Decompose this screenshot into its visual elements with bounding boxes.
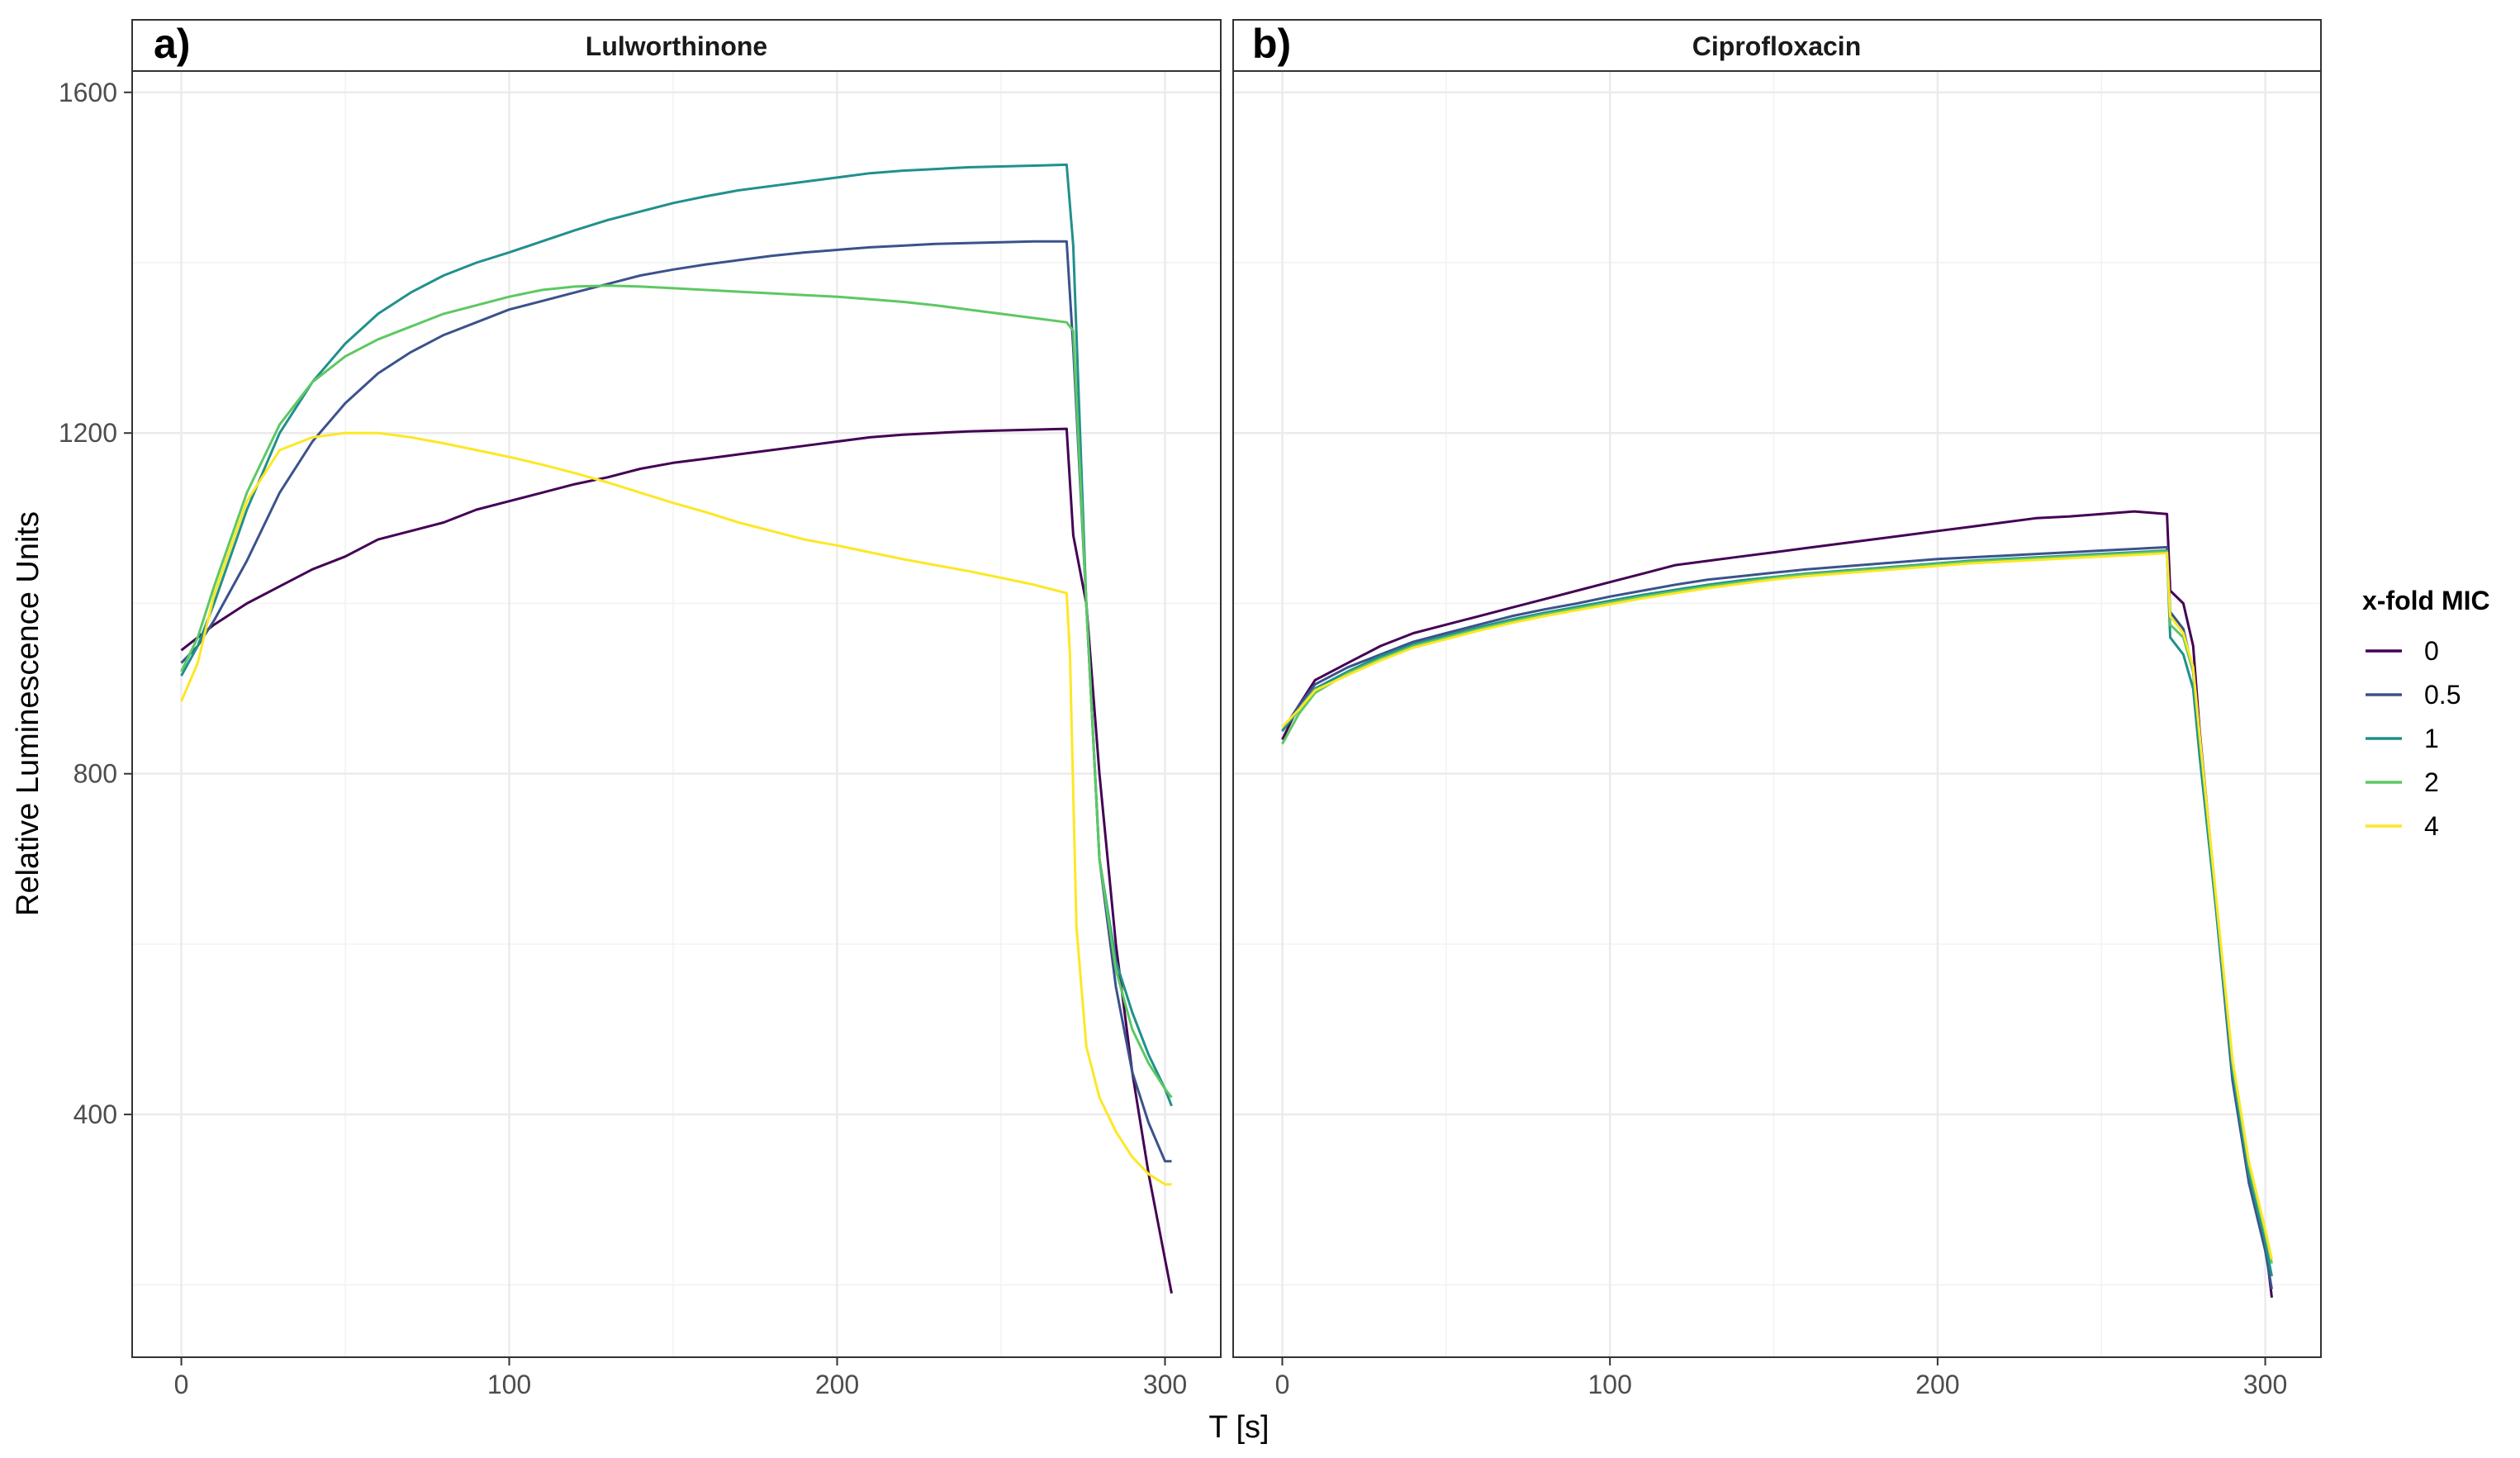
legend-label-4: 4 — [2424, 811, 2439, 841]
series-lines-ciprofloxacin — [1281, 510, 2273, 1298]
legend-label-0-5: 0.5 — [2424, 680, 2461, 710]
x-tick-label: 100 — [1587, 1370, 1631, 1399]
series-line-0 — [1281, 510, 2273, 1298]
panel-border-lulworthinone — [131, 70, 1222, 1358]
x-tick-label: 0 — [174, 1370, 189, 1399]
x-axis-ticks-lulworthinone: 0 100 200 300 — [174, 1357, 1187, 1399]
legend: x-fold MIC 0 0.5 1 2 4 — [2362, 586, 2490, 841]
y-tick-label: 1600 — [59, 78, 117, 107]
x-axis-ticks-ciprofloxacin: 0 100 200 300 — [1275, 1357, 2287, 1399]
x-tick-label: 200 — [815, 1370, 859, 1399]
x-tick-label: 200 — [1915, 1370, 1959, 1399]
x-tick-label: 300 — [2243, 1370, 2287, 1399]
gridlines-ciprofloxacin — [1233, 71, 2321, 1357]
panel-ciprofloxacin: b) Ciprofloxacin 0 100 200 300 — [1232, 19, 2322, 1399]
x-axis-title: T [s] — [1208, 1410, 1269, 1445]
panel-tag-b: b) — [1252, 21, 1291, 67]
legend-label-0: 0 — [2424, 636, 2439, 666]
x-tick-label: 300 — [1143, 1370, 1187, 1399]
panel-tag-a: a) — [154, 21, 190, 67]
panel-title-lulworthinone: Lulworthinone — [586, 31, 767, 61]
gridlines-lulworthinone — [132, 71, 1221, 1357]
panel-title-ciprofloxacin: Ciprofloxacin — [1692, 31, 1861, 61]
y-axis-ticks: 400 800 1200 1600 — [59, 78, 132, 1129]
y-tick-label: 400 — [74, 1099, 117, 1129]
panel-border-ciprofloxacin — [1232, 70, 2322, 1358]
legend-title: x-fold MIC — [2362, 586, 2490, 615]
series-line-4 — [1281, 552, 2273, 1260]
legend-items: 0 0.5 1 2 4 — [2366, 636, 2461, 841]
legend-label-1: 1 — [2424, 724, 2439, 753]
panel-lulworthinone: a) Lulworthinone 0 100 200 300 — [131, 19, 1222, 1399]
x-tick-label: 100 — [487, 1370, 531, 1399]
legend-label-2: 2 — [2424, 767, 2439, 797]
series-line-4 — [180, 431, 1172, 1186]
y-axis-title: Relative Luminescence Units — [11, 511, 45, 916]
series-lines-lulworthinone — [180, 163, 1173, 1294]
strip-lulworthinone — [131, 19, 1222, 72]
series-line-2 — [180, 284, 1173, 1099]
y-tick-label: 1200 — [59, 418, 117, 448]
y-tick-label: 800 — [74, 759, 117, 789]
x-tick-label: 0 — [1275, 1370, 1290, 1399]
